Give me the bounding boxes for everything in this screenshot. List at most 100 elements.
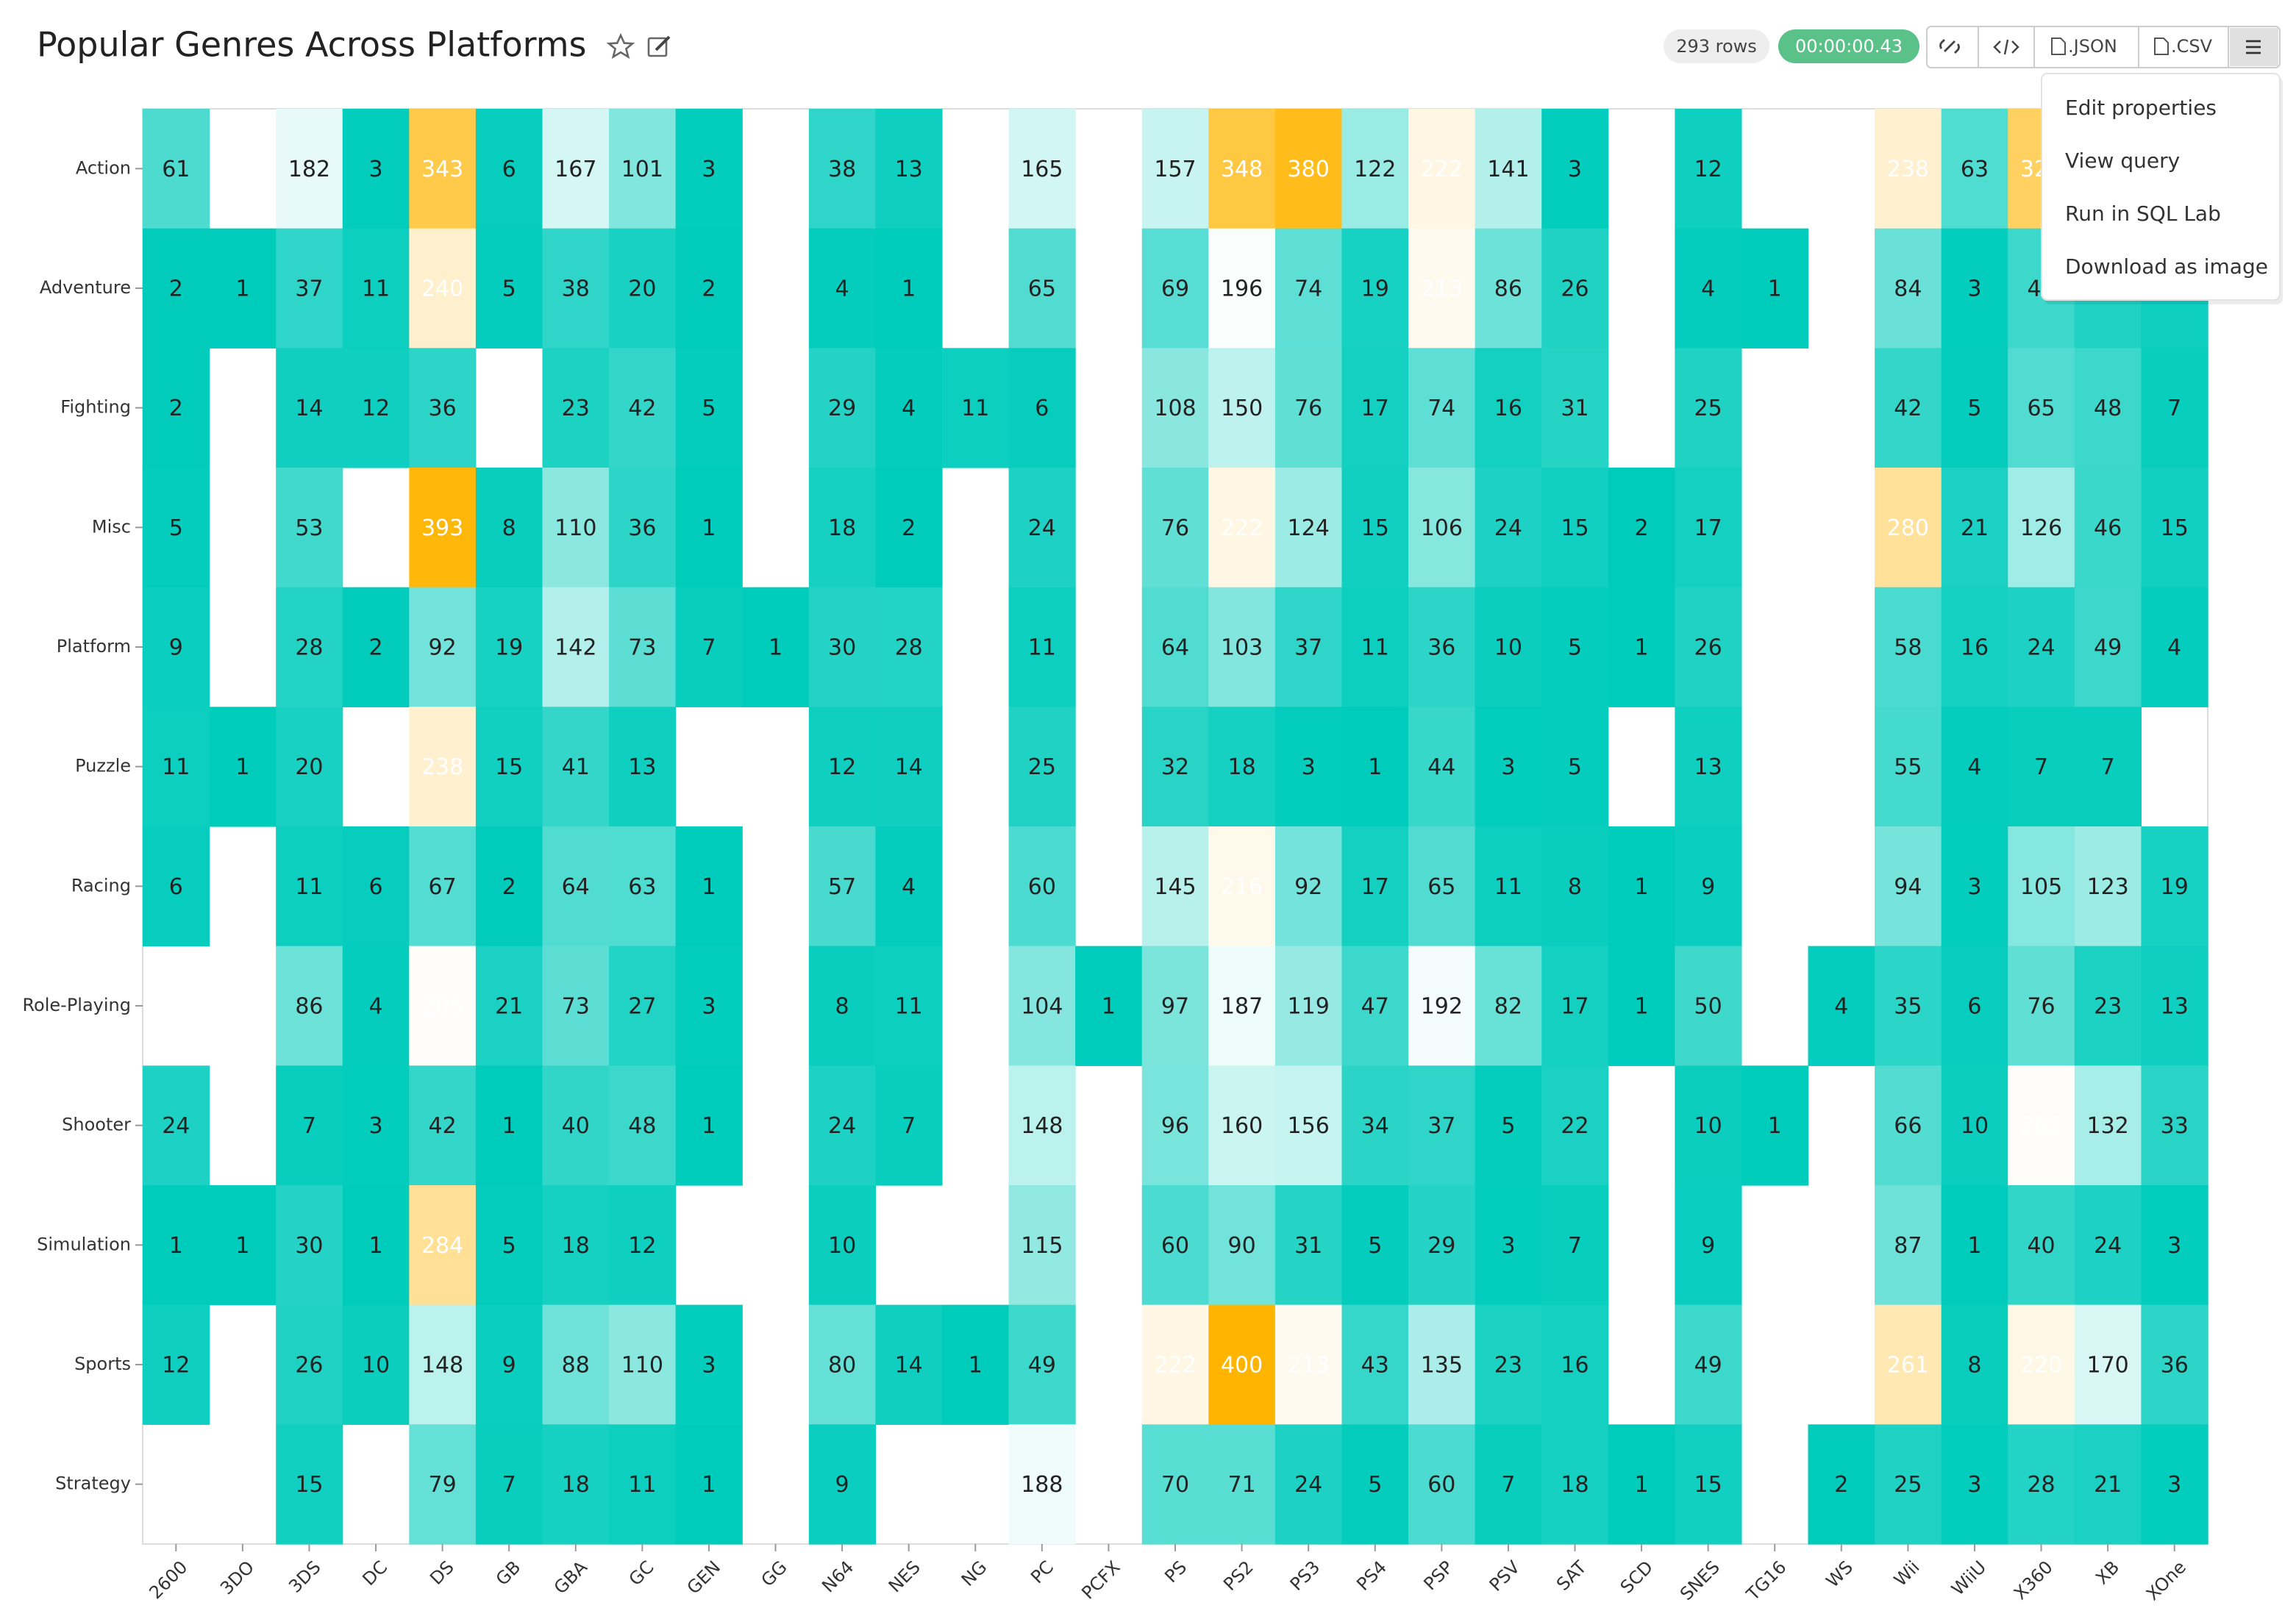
cell: [1208, 1304, 1276, 1425]
favorite-star[interactable]: [606, 32, 635, 60]
cell-label: 58: [1894, 635, 1922, 661]
cell-label: 7: [302, 1113, 316, 1139]
menu-item[interactable]: View query: [2065, 149, 2180, 173]
cell-label: 4: [368, 994, 382, 1020]
cell: [1541, 348, 1609, 468]
cell-label: 1: [235, 276, 249, 302]
cell-label: 28: [295, 635, 323, 661]
cell: [1941, 468, 2008, 588]
duration-badge: [1778, 29, 1919, 63]
cell-label: 3: [1967, 276, 1981, 302]
cell-label: 400: [1221, 1353, 1263, 1379]
cell-label: 26: [295, 1353, 323, 1379]
cell-label: 65: [1028, 276, 1056, 302]
cell-label: 205: [421, 994, 463, 1020]
cell: [276, 587, 343, 707]
cell: [1008, 1424, 1076, 1545]
cell: [409, 946, 477, 1066]
cell-label: 36: [429, 396, 457, 421]
cell-label: 38: [562, 276, 590, 302]
cell: [1274, 468, 1343, 588]
cell-label: 96: [1161, 1113, 1189, 1139]
cell: [1675, 826, 1742, 947]
menu-item[interactable]: Edit properties: [2065, 96, 2217, 120]
cell-label: 20: [295, 754, 323, 780]
menu-item[interactable]: Run in SQL Lab: [2065, 201, 2221, 226]
code-icon: [1993, 39, 2019, 55]
x-tick-label: PS4: [1352, 1557, 1391, 1595]
duration: 00:00:00.43: [1795, 36, 1903, 57]
cell: [1008, 1065, 1076, 1186]
cell: [1341, 1185, 1409, 1306]
y-tick-label: Adventure: [40, 277, 131, 298]
cell: [1675, 348, 1742, 468]
cell-label: 24: [1494, 515, 1522, 541]
cell: [875, 348, 943, 468]
cell-label: 44: [1427, 754, 1455, 780]
x-tick-label: DS: [426, 1557, 458, 1589]
cell-label: 5: [1568, 635, 1582, 661]
cell: [808, 1065, 876, 1186]
cell: [143, 587, 210, 707]
cell-label: 3: [702, 1353, 716, 1379]
cell-label: 124: [1288, 515, 1330, 541]
cell-label: 3: [1967, 874, 1981, 900]
cell-label: 145: [1154, 874, 1196, 900]
cell: [609, 1424, 677, 1545]
y-tick-label: Platform: [57, 636, 131, 657]
cell: [808, 468, 876, 588]
cell-label: 13: [2161, 994, 2189, 1020]
cell: [276, 109, 343, 229]
cell: [875, 826, 943, 947]
cell: [1208, 1185, 1276, 1306]
cell: [2141, 826, 2208, 947]
cell: [1475, 587, 1542, 707]
x-tick-label: PCFX: [1077, 1557, 1124, 1603]
cell-label: 132: [2086, 1113, 2128, 1139]
cell-label: 1: [702, 515, 716, 541]
cell: [675, 228, 743, 349]
x-tick-label: WS: [1822, 1557, 1857, 1591]
cell-label: 31: [1561, 396, 1589, 421]
cell: [675, 946, 743, 1066]
cell: [1208, 1065, 1276, 1186]
cell: [1675, 109, 1742, 229]
cell: [2141, 348, 2208, 468]
cell-label: 33: [2161, 1113, 2189, 1139]
cell-label: 123: [2086, 874, 2128, 900]
cell: [2141, 1304, 2208, 1425]
cell: [1408, 468, 1476, 588]
cell: [675, 109, 743, 229]
cell-label: 32: [1161, 754, 1189, 780]
cell-label: 49: [2094, 635, 2122, 661]
cell-label: 2: [1834, 1472, 1848, 1498]
cell: [2074, 1424, 2142, 1545]
cell: [276, 826, 343, 947]
cell-label: 18: [562, 1472, 590, 1498]
cell: [1141, 826, 1209, 947]
cell-label: 37: [1294, 635, 1322, 661]
cell: [675, 1424, 743, 1545]
cell: [609, 1185, 677, 1306]
cell-label: 5: [502, 276, 516, 302]
menu-item[interactable]: Download as image: [2065, 254, 2268, 279]
edit-box: [647, 37, 668, 57]
cell: [1341, 348, 1409, 468]
cell-label: 10: [828, 1233, 856, 1259]
x-tick-label: GBA: [550, 1557, 592, 1598]
edit-icon[interactable]: [647, 35, 671, 57]
y-tick-label: Misc: [92, 516, 131, 537]
cell: [409, 1065, 477, 1186]
cell: [2141, 587, 2208, 707]
cell: [1341, 468, 1409, 588]
cell-label: 157: [1154, 157, 1196, 182]
cell: [1008, 1185, 1076, 1306]
link-button[interactable]: [1928, 28, 1977, 66]
json-label: .JSON: [2068, 36, 2117, 57]
cell: [1208, 228, 1276, 349]
cell-label: 24: [1028, 515, 1056, 541]
cell-label: 13: [1694, 754, 1722, 780]
cell: [1341, 707, 1409, 827]
cell: [1141, 228, 1209, 349]
